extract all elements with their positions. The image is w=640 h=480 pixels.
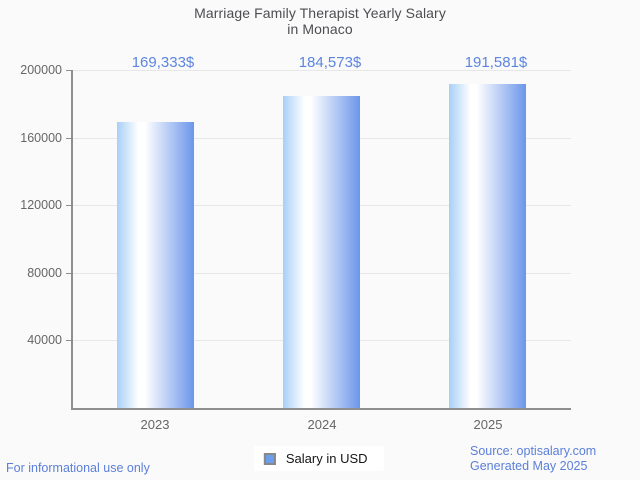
x-axis-label: 2023	[140, 417, 170, 432]
y-axis-tick	[66, 205, 72, 207]
y-axis-label: 160000	[20, 130, 62, 145]
bar-value-label: 184,573$	[298, 54, 362, 71]
gridline	[72, 70, 571, 71]
legend: Salary in USD	[253, 446, 384, 471]
y-axis-tick	[66, 340, 72, 342]
disclaimer-text: For informational use only	[6, 461, 150, 475]
bar-2023	[117, 122, 194, 408]
x-axis-label: 2024	[307, 417, 337, 432]
y-axis-tick	[66, 137, 72, 139]
y-axis-label: 200000	[20, 63, 62, 77]
bar-value-label: 191,581$	[464, 54, 528, 71]
y-axis-label: 80000	[27, 265, 62, 280]
bar-2025	[449, 84, 526, 408]
generated-line: Generated May 2025	[470, 459, 588, 473]
legend-label: Salary in USD	[285, 451, 368, 466]
source-attribution: Source: optisalary.com Generated May 202…	[470, 444, 596, 474]
bar-value-label: 169,333$	[131, 54, 195, 71]
chart-title-line2: in Monaco	[287, 21, 353, 37]
legend-swatch-icon	[263, 452, 276, 465]
bar-2024	[283, 96, 360, 408]
y-axis-label: 40000	[27, 333, 62, 348]
chart-title-line1: Marriage Family Therapist Yearly Salary	[194, 5, 446, 21]
y-axis-tick	[66, 272, 72, 274]
x-axis-line	[71, 408, 571, 410]
y-axis-label: 120000	[20, 198, 62, 213]
source-line: Source: optisalary.com	[470, 444, 597, 458]
chart-title: Marriage Family Therapist Yearly Salary …	[0, 5, 640, 37]
y-axis-tick	[66, 70, 72, 71]
y-axis-line	[71, 70, 73, 410]
x-axis-label: 2025	[473, 417, 503, 432]
